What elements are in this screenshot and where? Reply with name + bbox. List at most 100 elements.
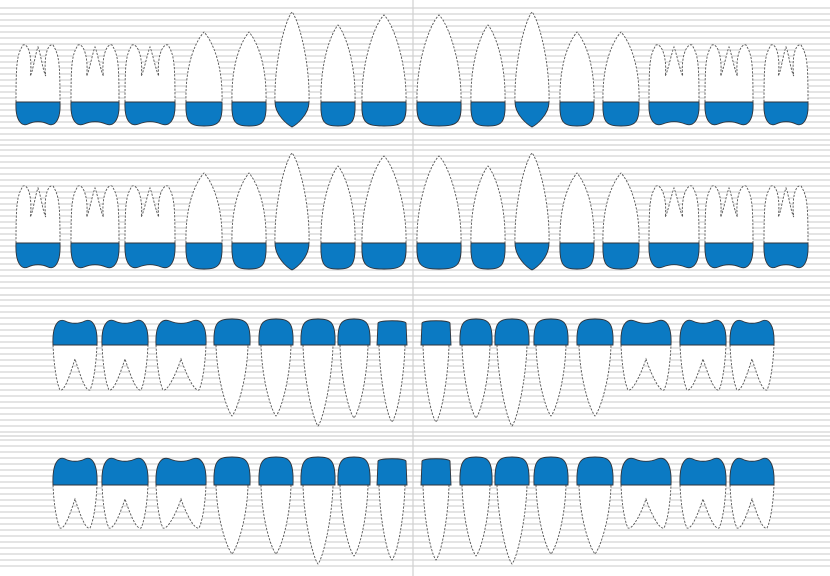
tooth-molar[interactable] <box>101 457 149 529</box>
tooth-central-incisor[interactable] <box>416 155 462 270</box>
tooth-crown[interactable] <box>101 457 149 486</box>
tooth-canine[interactable] <box>514 11 550 128</box>
tooth-crown[interactable] <box>231 242 267 270</box>
tooth-crown[interactable] <box>258 318 294 346</box>
tooth-crown[interactable] <box>533 318 569 346</box>
tooth-molar[interactable] <box>648 185 700 269</box>
tooth-central-incisor[interactable] <box>376 458 408 561</box>
tooth-molar[interactable] <box>729 457 775 529</box>
tooth-crown[interactable] <box>576 318 614 346</box>
tooth-premolar[interactable] <box>533 318 569 417</box>
tooth-molar[interactable] <box>648 44 700 126</box>
tooth-premolar[interactable] <box>231 31 267 127</box>
tooth-premolar[interactable] <box>213 456 251 555</box>
tooth-crown[interactable] <box>533 456 569 486</box>
tooth-lateral-incisor[interactable] <box>337 318 371 419</box>
tooth-canine[interactable] <box>300 318 336 427</box>
tooth-crown[interactable] <box>494 318 530 346</box>
tooth-crown[interactable] <box>274 101 310 128</box>
tooth-molar[interactable] <box>620 319 672 391</box>
tooth-molar[interactable] <box>124 185 176 269</box>
tooth-lateral-incisor[interactable] <box>320 165 356 270</box>
tooth-molar[interactable] <box>15 44 61 126</box>
tooth-crown[interactable] <box>648 101 700 126</box>
tooth-molar[interactable] <box>52 457 98 529</box>
tooth-crown[interactable] <box>494 456 530 486</box>
tooth-molar[interactable] <box>679 457 727 529</box>
tooth-crown[interactable] <box>361 242 407 270</box>
tooth-lateral-incisor[interactable] <box>470 24 506 127</box>
tooth-canine[interactable] <box>300 456 336 565</box>
tooth-crown[interactable] <box>416 101 462 127</box>
tooth-crown[interactable] <box>376 320 408 346</box>
tooth-crown[interactable] <box>320 242 356 270</box>
tooth-lateral-incisor[interactable] <box>459 318 493 419</box>
tooth-crown[interactable] <box>213 456 251 486</box>
tooth-crown[interactable] <box>258 456 294 486</box>
tooth-central-incisor[interactable] <box>420 320 452 423</box>
tooth-crown[interactable] <box>52 457 98 486</box>
tooth-crown[interactable] <box>337 318 371 346</box>
tooth-crown[interactable] <box>679 457 727 486</box>
tooth-crown[interactable] <box>52 319 98 346</box>
tooth-crown[interactable] <box>15 242 61 269</box>
tooth-crown[interactable] <box>337 456 371 486</box>
tooth-molar[interactable] <box>729 319 775 391</box>
tooth-central-incisor[interactable] <box>376 320 408 423</box>
tooth-canine[interactable] <box>494 318 530 427</box>
tooth-crown[interactable] <box>15 101 61 126</box>
tooth-premolar[interactable] <box>185 172 223 270</box>
tooth-premolar[interactable] <box>559 172 595 270</box>
tooth-premolar[interactable] <box>231 172 267 270</box>
tooth-crown[interactable] <box>514 242 550 271</box>
tooth-canine[interactable] <box>274 152 310 271</box>
tooth-premolar[interactable] <box>533 456 569 555</box>
tooth-molar[interactable] <box>70 44 120 126</box>
tooth-canine[interactable] <box>494 456 530 565</box>
tooth-crown[interactable] <box>470 101 506 127</box>
tooth-crown[interactable] <box>320 101 356 127</box>
tooth-crown[interactable] <box>213 318 251 346</box>
tooth-crown[interactable] <box>124 101 176 126</box>
tooth-crown[interactable] <box>602 242 640 270</box>
tooth-crown[interactable] <box>704 101 754 126</box>
tooth-central-incisor[interactable] <box>361 14 407 127</box>
tooth-crown[interactable] <box>185 242 223 270</box>
tooth-central-incisor[interactable] <box>361 155 407 270</box>
tooth-crown[interactable] <box>361 101 407 127</box>
tooth-molar[interactable] <box>52 319 98 391</box>
tooth-molar[interactable] <box>70 185 120 269</box>
tooth-crown[interactable] <box>620 457 672 486</box>
tooth-crown[interactable] <box>704 242 754 269</box>
tooth-molar[interactable] <box>620 457 672 529</box>
tooth-crown[interactable] <box>602 101 640 127</box>
tooth-crown[interactable] <box>376 458 408 486</box>
tooth-molar[interactable] <box>704 185 754 269</box>
tooth-crown[interactable] <box>729 457 775 486</box>
tooth-central-incisor[interactable] <box>420 458 452 561</box>
tooth-crown[interactable] <box>763 101 809 126</box>
tooth-lateral-incisor[interactable] <box>459 456 493 557</box>
tooth-premolar[interactable] <box>576 456 614 555</box>
tooth-crown[interactable] <box>101 319 149 346</box>
tooth-crown[interactable] <box>70 101 120 126</box>
tooth-premolar[interactable] <box>185 31 223 127</box>
tooth-molar[interactable] <box>15 185 61 269</box>
tooth-molar[interactable] <box>155 319 207 391</box>
tooth-crown[interactable] <box>155 319 207 346</box>
tooth-crown[interactable] <box>729 319 775 346</box>
tooth-crown[interactable] <box>155 457 207 486</box>
tooth-crown[interactable] <box>124 242 176 269</box>
tooth-central-incisor[interactable] <box>416 14 462 127</box>
tooth-lateral-incisor[interactable] <box>470 165 506 270</box>
tooth-crown[interactable] <box>559 101 595 127</box>
tooth-canine[interactable] <box>274 11 310 128</box>
tooth-crown[interactable] <box>763 242 809 269</box>
tooth-crown[interactable] <box>300 318 336 346</box>
tooth-premolar[interactable] <box>576 318 614 417</box>
tooth-crown[interactable] <box>620 319 672 346</box>
tooth-premolar[interactable] <box>602 31 640 127</box>
tooth-crown[interactable] <box>514 101 550 128</box>
tooth-crown[interactable] <box>679 319 727 346</box>
tooth-crown[interactable] <box>459 318 493 346</box>
